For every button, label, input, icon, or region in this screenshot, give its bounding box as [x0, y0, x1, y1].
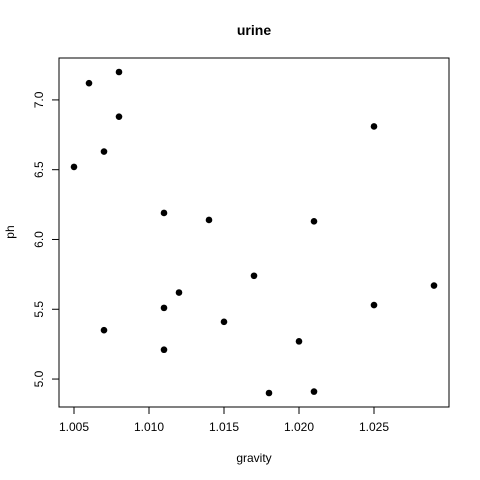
data-point [70, 163, 78, 171]
x-tick-label: 1.010 [134, 420, 164, 434]
data-point [370, 301, 378, 309]
data-point [85, 79, 93, 87]
data-point [160, 346, 168, 354]
data-point [310, 218, 318, 225]
data-point [220, 318, 228, 326]
data-point [175, 289, 183, 296]
y-tick-label: 5.5 [32, 301, 46, 318]
data-point [310, 388, 318, 395]
y-tick-label: 5.0 [32, 370, 46, 387]
y-axis: 5.0 5.5 6.0 6.5 7.0 [32, 91, 60, 387]
plot-frame [58, 57, 450, 408]
data-point [250, 272, 258, 280]
y-tick-label: 7.0 [32, 91, 46, 108]
data-point [370, 123, 378, 130]
data-point [205, 216, 213, 224]
data-point [160, 209, 168, 217]
x-tick-label: 1.015 [209, 420, 239, 434]
data-point [430, 282, 438, 289]
x-axis: 1.005 1.010 1.015 1.020 1.025 [59, 406, 389, 434]
data-points [70, 68, 438, 397]
data-point [160, 304, 168, 312]
data-point [115, 68, 123, 76]
data-point [295, 338, 303, 345]
data-point [100, 148, 108, 155]
x-tick-label: 1.025 [359, 420, 389, 434]
x-axis-label: gravity [236, 451, 271, 465]
y-tick-label: 6.5 [32, 161, 46, 178]
data-point [115, 113, 123, 120]
y-tick-label: 6.0 [32, 231, 46, 248]
y-axis-label: ph [3, 225, 17, 238]
x-tick-label: 1.005 [59, 420, 89, 434]
chart-title: urine [237, 22, 271, 38]
data-point [265, 389, 273, 397]
x-tick-label: 1.020 [284, 420, 314, 434]
data-point [100, 326, 108, 334]
